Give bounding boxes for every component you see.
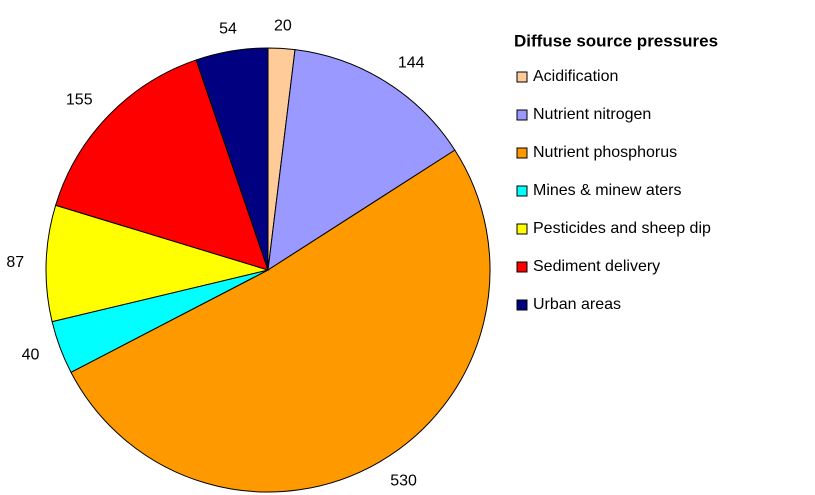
data-label: 20 bbox=[274, 18, 292, 35]
pie-slice bbox=[195, 47, 269, 271]
data-label: 40 bbox=[22, 346, 40, 363]
legend-swatch bbox=[516, 109, 528, 121]
legend-label: Pesticides and sheep dip bbox=[533, 220, 711, 237]
data-label: 530 bbox=[390, 472, 417, 489]
pie-slice bbox=[55, 59, 269, 271]
legend-label: Mines & minew aters bbox=[533, 182, 682, 199]
data-label: 87 bbox=[6, 254, 24, 271]
data-label: 155 bbox=[66, 92, 93, 109]
pie-slice bbox=[45, 204, 270, 323]
pie-slice bbox=[267, 49, 456, 271]
legend-label: Urban areas bbox=[533, 296, 621, 313]
data-label: 144 bbox=[398, 55, 425, 72]
legend-swatch bbox=[516, 185, 528, 197]
legend-label: Nutrient nitrogen bbox=[533, 106, 651, 123]
legend-label: Sediment delivery bbox=[533, 258, 660, 275]
legend-swatch bbox=[516, 261, 528, 273]
legend-swatch bbox=[516, 71, 528, 83]
legend-swatch bbox=[516, 223, 528, 235]
legend-swatch bbox=[516, 299, 528, 311]
legend-label: Acidification bbox=[533, 68, 618, 85]
pie-slice bbox=[70, 149, 491, 493]
legend-label: Nutrient phosphorus bbox=[533, 144, 677, 161]
data-label: 54 bbox=[219, 21, 237, 38]
legend-title: Diffuse source pressures bbox=[514, 31, 718, 50]
legend-swatch bbox=[516, 147, 528, 159]
